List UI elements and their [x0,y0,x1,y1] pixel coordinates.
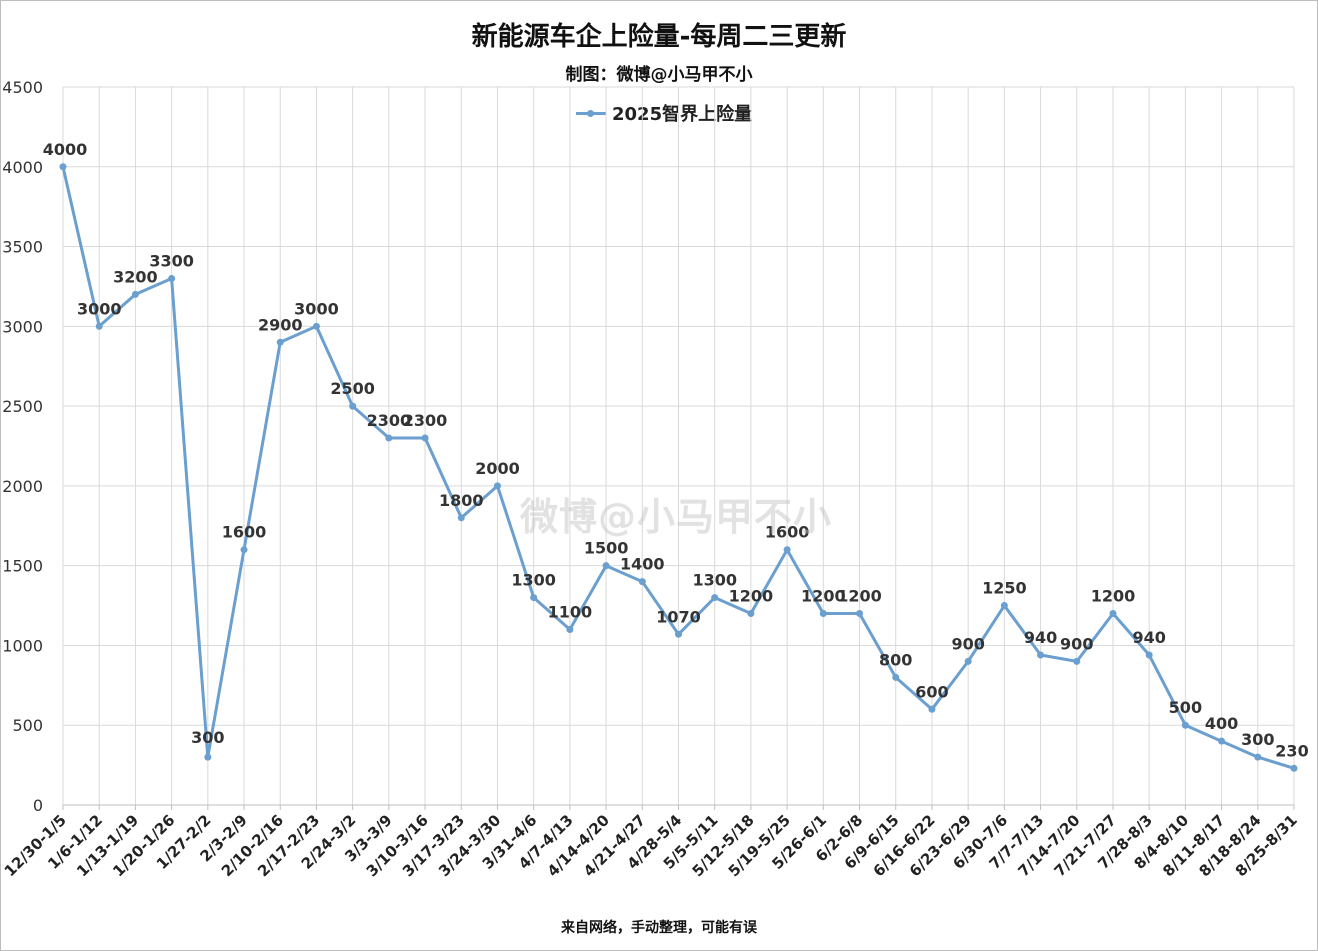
data-point [204,753,212,761]
data-label: 300 [1241,730,1274,749]
data-label: 1200 [1091,587,1136,606]
data-label: 3200 [113,267,158,286]
data-point [1037,651,1045,659]
data-label: 2300 [403,411,448,430]
y-tick-label: 1500 [2,557,43,576]
y-tick-label: 2000 [2,477,43,496]
data-label: 600 [915,682,948,701]
y-tick-label: 4000 [2,158,43,177]
y-tick-label: 0 [33,796,43,815]
y-tick-label: 4500 [2,78,43,97]
data-label: 940 [1132,628,1165,647]
y-tick-label: 3500 [2,238,43,257]
legend-line-marker [576,106,606,120]
data-point [783,546,791,554]
data-label: 2500 [330,379,375,398]
data-label: 2300 [367,411,412,430]
data-label: 4000 [43,140,88,159]
data-label: 900 [1060,634,1093,653]
data-label: 1200 [837,587,882,606]
data-point [964,657,972,665]
data-point [1000,602,1008,610]
data-point [349,402,357,410]
data-point [675,630,682,638]
data-point [59,163,67,171]
data-label: 1600 [222,523,267,542]
y-tick-label: 3000 [2,317,43,336]
watermark: 微博@小马甲不小 [520,495,833,539]
data-label: 2000 [475,459,520,478]
y-tick-label: 500 [12,716,43,735]
data-point [1145,651,1153,659]
data-label: 3000 [294,299,339,318]
data-label: 230 [1275,741,1308,760]
y-tick-label: 1000 [2,636,43,655]
data-label: 1300 [511,571,556,590]
data-label: 1200 [729,587,774,606]
data-point [566,625,574,633]
data-label: 1070 [656,607,701,626]
data-point [530,594,538,602]
data-point [276,338,284,346]
data-label: 1250 [982,579,1027,598]
data-point [457,514,465,522]
data-point [95,322,103,330]
data-point [1181,721,1189,729]
data-label: 1400 [620,555,665,574]
data-label: 500 [1169,698,1202,717]
data-point [928,705,936,713]
data-label: 900 [951,634,984,653]
data-point [711,594,719,602]
data-label: 1200 [801,587,846,606]
data-point [240,546,248,554]
data-label: 1300 [692,571,737,590]
data-label: 1500 [584,539,629,558]
data-label: 800 [879,650,912,669]
data-label: 940 [1024,628,1057,647]
data-point [856,610,864,618]
data-point [1218,737,1226,745]
data-point [747,610,755,618]
y-tick-label: 2500 [2,397,43,416]
data-point [385,434,393,442]
data-point [493,482,501,490]
legend-label: 2025智界上险量 [612,104,753,125]
data-point [602,562,610,570]
data-label: 400 [1205,714,1238,733]
data-label: 3300 [149,251,194,270]
chart-title: 新能源车企上险量-每周二三更新 [471,22,847,52]
data-label: 1800 [439,491,484,510]
data-point [638,578,646,586]
data-label: 300 [191,728,224,747]
data-point [168,274,176,282]
data-point [1290,764,1298,772]
data-point [892,673,900,681]
data-label: 3000 [77,299,122,318]
legend: 2025智界上险量 [576,100,752,126]
data-point [819,610,827,618]
data-point [312,322,320,330]
footer-note: 来自网络，手动整理，可能有误 [561,920,757,936]
data-point [1109,610,1117,618]
data-label: 1100 [548,602,593,621]
data-label: 1600 [765,523,810,542]
data-label: 2900 [258,315,303,334]
data-point [1073,657,1081,665]
data-point [131,290,139,298]
data-point [1254,753,1262,761]
data-point [421,434,429,442]
chart-subtitle: 制图：微博@小马甲不小 [565,65,753,85]
